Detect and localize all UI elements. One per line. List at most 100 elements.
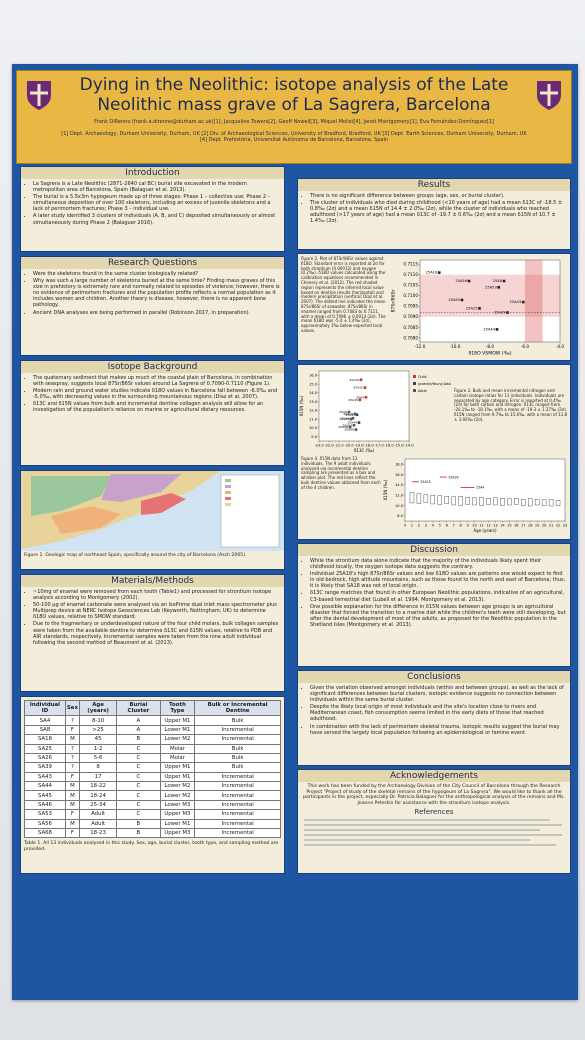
point-label: 25A44 [347,421,357,425]
bullet-list: Given the variation observed amongst ind… [302,685,566,736]
figure-box: -23.0 -22.0 -21.0 -20.0 -19.0 -18.0 -17.0 -16.0… [297,364,571,540]
point-label: 25A39 [348,398,358,402]
y-tick-label: 15.0 [309,382,318,386]
table-cell: 1-2 [78,743,118,754]
plot-area [318,370,410,442]
table-cell: Incremental [194,799,281,811]
table-row: SA39? 8 C Upper M1 Bulk [24,762,281,773]
table-cell: SA39 [24,762,66,773]
point-label: 25A18 [343,412,353,416]
table-row: SA4? 8-10 A Upper M1 Bulk [24,715,281,726]
box [548,499,554,507]
data-point [506,311,509,314]
table-row: SA26? 5-6 C Molar Bulk [24,752,281,764]
x-tick-label: -19.0 [354,444,364,448]
table-cell: C [116,743,161,754]
box [493,497,498,506]
bullet: Despite the likely local origin of most … [310,704,566,722]
x-tick-label: 15 [507,524,512,528]
section-heading: Materials/Methods [21,575,284,587]
x-tick-label: 22 [556,524,561,528]
table-cell: Incremental [194,771,281,783]
x-tick-label: -8.0 [486,344,495,349]
table-cell: A [116,715,161,726]
point-label: 25A39 [494,311,506,315]
section-heading: Isotope Background [21,361,284,373]
column-header: Tooth Type [159,699,196,717]
bullet: La Sagrera is a Late Neolithic (2871-264… [33,181,280,193]
table-cell: SA53 [24,809,66,820]
x-tick-label: 11 [479,524,484,528]
x-tick-label: 17 [521,524,526,528]
bullet: One possible explanation for the differe… [310,604,566,628]
y-tick-label: 11.0 [309,417,318,421]
table-cell: Incremental [194,827,281,839]
table-cell: 25-34 [78,799,118,811]
column-header: Sex [64,699,80,717]
bullet-list: ~10mg of enamel were removed from each t… [25,589,280,646]
university-logo [537,81,561,110]
bullet: δ13C range matches that found in other E… [310,590,566,602]
point-label: 25A53 [342,423,352,427]
y-tick-label: 0.7105 [403,283,418,288]
x-tick-label: -23.0 [314,444,324,448]
table-cell: SA68 [24,827,66,839]
table-cell: M [64,780,80,792]
x-tick-label: 18 [528,524,533,528]
y-tick-label: 0.7115 [403,262,418,267]
x-tick-label: -15.0 [394,444,404,448]
column-header: Bulk or Incremental Dentine [194,699,281,717]
section-heading: Research Questions [21,257,284,269]
y-tick-label: 16.0 [395,473,404,477]
section-box: Conclusions Given the variation observed … [297,670,571,766]
acknowledgements-text: This work has been funded by the Archaeo… [303,784,565,806]
bullet-list: Were the skeletons found in the same clu… [25,271,280,316]
x-tick-label: 2 [418,524,420,528]
table-row: SA44 M 18-22 C Lower M2 Incremental [24,780,281,792]
table-cell: >25 [78,724,118,736]
x-axis-label: δ18O VSMOW (‰) [468,350,511,356]
legend-swatch [413,389,416,392]
y-tick-label: 0.7095 [403,304,418,309]
bullet-list: While the strontium data alone indicate … [302,558,566,628]
y-tick-label: 16.0 [309,374,318,378]
table-cell: M [64,734,80,745]
data-point [351,416,355,420]
table-cell: Incremental [194,790,281,801]
bullet-list: The quaternary sediment that makes up mu… [25,375,280,414]
table-row: SA43 F 17 C Upper M1 Incremental [24,771,281,783]
y-tick-label: 13.0 [309,400,318,404]
y-tick-label: 0.7090 [403,314,418,319]
table-cell: B [116,827,161,839]
data-point [352,423,356,427]
point-label: 25A4 [356,395,364,399]
point-label: 25A8 [339,410,347,414]
box [451,496,456,506]
point-label: 25A43 [345,413,355,417]
bullet: While the strontium data alone indicate … [310,558,566,570]
table-cell: SA45 [24,790,66,801]
section-heading: Introduction [21,167,284,179]
table-cell: Lower M1 [159,818,196,829]
table-row: SA8 F >25 A Lower M1 Incremental [24,724,281,736]
legend-label: Child [418,375,427,379]
x-tick-label: 13 [493,524,498,528]
table-cell: ? [64,762,80,773]
x-tick-label: 8 [460,524,463,528]
x-tick-label: -16.0 [384,444,394,448]
y-tick-label: 10.0 [395,504,404,508]
x-axis-label: Age (years) [473,528,497,533]
plot-area [404,458,566,522]
box [465,497,470,505]
x-tick-label: -6.0 [521,344,530,349]
section-box: Discussion While the strontium data alone… [297,543,571,667]
table-cell: Incremental [194,780,281,792]
bullet: In combination with the lack of perimort… [310,724,566,736]
table-cell: 5-6 [78,752,118,764]
data-point [478,307,481,310]
section-box: Results There is no significant differenc… [297,178,571,250]
section-box: Isotope Background The quaternary sedimen… [20,360,285,466]
data-point [348,425,352,429]
university-logo [27,81,51,110]
local-range-x [525,260,543,342]
